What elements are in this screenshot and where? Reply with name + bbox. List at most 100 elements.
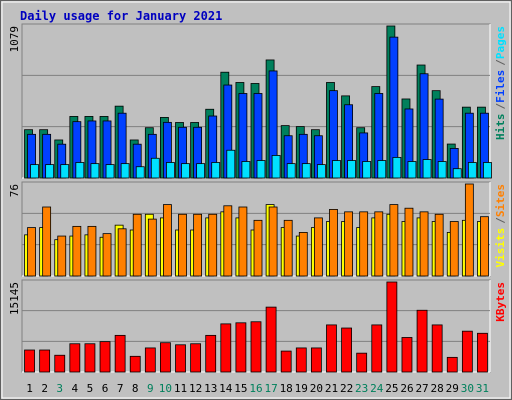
bar	[211, 162, 221, 179]
bar	[483, 162, 492, 179]
bar	[69, 343, 81, 373]
bar	[160, 342, 171, 373]
legend-item: Pages	[494, 26, 507, 59]
legend-separator: /	[494, 103, 507, 110]
bar	[226, 149, 236, 179]
bar	[434, 213, 444, 277]
bar	[75, 162, 85, 179]
x-tick-label: 29	[446, 382, 459, 395]
x-tick-label: 25	[385, 382, 398, 395]
bar	[467, 162, 477, 179]
x-tick-label: 19	[295, 382, 308, 395]
bar	[313, 217, 323, 277]
bar	[193, 213, 203, 277]
x-tick-label: 18	[280, 382, 293, 395]
bar	[42, 206, 52, 277]
bar	[371, 324, 383, 373]
x-tick-label: 21	[325, 382, 338, 395]
bar	[205, 334, 217, 373]
x-tick-label: 13	[204, 382, 217, 395]
bar	[316, 164, 326, 179]
x-tick-label: 17	[264, 382, 277, 395]
bar	[163, 204, 172, 277]
bar	[238, 206, 248, 277]
bar	[416, 309, 428, 373]
bar	[377, 160, 387, 179]
bar	[329, 209, 338, 277]
bar	[332, 160, 341, 179]
bar	[295, 347, 307, 373]
y-max-label: 15145	[8, 282, 21, 315]
bar	[341, 327, 352, 373]
bar	[356, 352, 368, 373]
bar	[359, 211, 369, 277]
bar	[407, 161, 417, 179]
bar	[452, 168, 462, 179]
bar	[27, 227, 36, 277]
bar	[298, 232, 308, 277]
legend: Hits/Files/Pages	[494, 26, 507, 140]
legend-item: Sites	[494, 184, 507, 217]
bar	[39, 349, 51, 373]
x-tick-label: 26	[400, 382, 413, 395]
bar	[422, 159, 432, 179]
legend-item: KBytes	[494, 282, 507, 322]
bar	[24, 349, 35, 373]
bar	[30, 164, 39, 179]
bar	[280, 350, 292, 373]
x-tick-label: 7	[117, 382, 124, 395]
legend-separator: /	[494, 217, 507, 224]
x-tick-label: 4	[72, 382, 79, 395]
x-tick-label: 31	[476, 382, 489, 395]
bar	[220, 323, 232, 373]
bar	[150, 157, 160, 179]
bar	[301, 163, 311, 179]
x-tick-label: 27	[415, 382, 428, 395]
bar	[362, 161, 372, 179]
legend: Visits /Sites	[494, 184, 507, 268]
bar	[102, 233, 112, 277]
y-max-label: 1079	[8, 26, 21, 53]
bar	[389, 204, 399, 277]
bar	[326, 324, 337, 373]
bar	[461, 330, 473, 373]
legend-item: Files	[494, 70, 507, 103]
x-tick-label: 14	[219, 382, 233, 395]
x-tick-label: 3	[56, 382, 63, 395]
bar	[250, 321, 262, 373]
x-tick-label: 15	[234, 382, 247, 395]
bar	[344, 211, 353, 277]
x-tick-label: 10	[159, 382, 172, 395]
x-tick-label: 28	[431, 382, 444, 395]
x-tick-label: 12	[189, 382, 202, 395]
bar	[256, 160, 266, 179]
bar	[166, 162, 175, 179]
bar	[99, 341, 111, 373]
bar	[190, 343, 202, 373]
bar	[235, 322, 247, 373]
bar	[310, 347, 322, 373]
bar	[181, 163, 190, 179]
x-tick-label: 16	[249, 382, 262, 395]
bar	[389, 36, 399, 179]
x-tick-label: 5	[87, 382, 94, 395]
bar	[105, 164, 115, 179]
x-tick-label: 22	[340, 382, 353, 395]
legend-item: Visits	[494, 228, 507, 268]
legend-item: Hits	[494, 114, 507, 141]
x-tick-label: 1	[26, 382, 33, 395]
x-tick-label: 24	[370, 382, 384, 395]
x-tick-label: 23	[355, 382, 368, 395]
bar	[265, 306, 277, 373]
bar	[132, 213, 142, 277]
x-tick-label: 9	[147, 382, 154, 395]
bar	[84, 343, 96, 373]
bar	[480, 216, 489, 277]
bar	[120, 163, 130, 179]
x-tick-label: 20	[310, 382, 323, 395]
bar	[45, 164, 55, 179]
bar	[54, 354, 66, 373]
